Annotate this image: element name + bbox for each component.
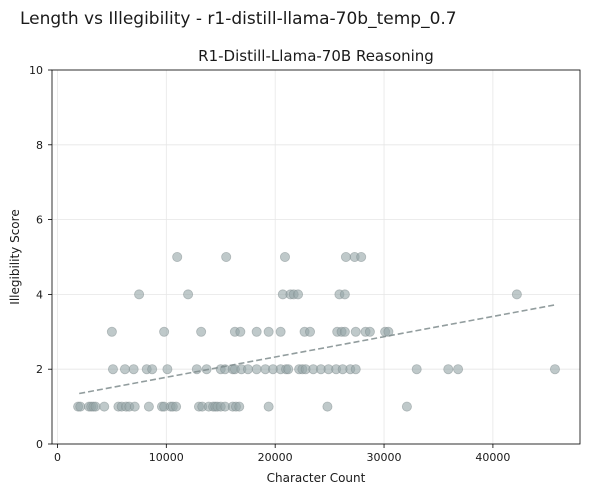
data-point <box>275 326 286 337</box>
data-point <box>128 364 139 375</box>
data-point <box>106 326 117 337</box>
data-point <box>242 364 253 375</box>
plot-frame <box>51 69 581 445</box>
x-tick-label: 0 <box>54 451 61 464</box>
data-point <box>549 364 560 375</box>
chart-title: R1-Distill-Llama-70B Reasoning <box>198 47 434 65</box>
data-point <box>159 326 170 337</box>
x-tick-label: 30000 <box>367 451 402 464</box>
data-point <box>134 289 145 300</box>
data-point <box>171 401 182 412</box>
data-point <box>350 364 361 375</box>
y-tick-label: 2 <box>36 363 43 376</box>
data-point <box>75 401 86 412</box>
data-point <box>235 326 246 337</box>
data-point <box>443 364 454 375</box>
data-point <box>183 289 194 300</box>
data-point <box>322 401 333 412</box>
x-tick-label: 10000 <box>149 451 184 464</box>
data-point <box>511 289 522 300</box>
data-point <box>129 401 140 412</box>
data-point <box>283 364 294 375</box>
data-point <box>293 289 304 300</box>
data-point <box>196 326 207 337</box>
data-point <box>263 401 274 412</box>
data-point <box>339 326 350 337</box>
x-tick-label: 20000 <box>258 451 293 464</box>
data-point <box>107 364 118 375</box>
data-point <box>234 401 245 412</box>
y-tick-label: 8 <box>36 139 43 152</box>
data-point <box>251 326 262 337</box>
data-point <box>143 401 154 412</box>
data-point <box>339 289 350 300</box>
data-point <box>90 401 101 412</box>
data-point <box>340 251 351 262</box>
data-point <box>411 364 422 375</box>
grid-lines <box>52 69 580 445</box>
data-point <box>350 326 361 337</box>
data-point <box>364 326 375 337</box>
data-point <box>191 364 202 375</box>
data-points <box>73 251 560 412</box>
data-point <box>356 251 367 262</box>
data-point <box>305 326 316 337</box>
data-point <box>119 364 130 375</box>
y-axis-label: Illegibility Score <box>8 209 22 304</box>
y-tick-label: 0 <box>36 438 43 451</box>
data-point <box>401 401 412 412</box>
data-point <box>263 326 274 337</box>
y-tick-label: 6 <box>36 214 43 227</box>
y-axis-ticks: 0 2 4 6 8 10 <box>29 64 52 451</box>
y-tick-label: 4 <box>36 288 43 301</box>
trend-line-group <box>79 304 556 395</box>
y-tick-label: 10 <box>29 64 43 77</box>
data-point <box>221 251 232 262</box>
data-point <box>147 364 158 375</box>
data-point <box>279 251 290 262</box>
data-point <box>383 326 394 337</box>
data-point <box>251 364 262 375</box>
data-point <box>162 364 173 375</box>
data-point <box>172 251 183 262</box>
x-tick-label: 40000 <box>475 451 510 464</box>
data-point <box>99 401 110 412</box>
x-axis-label: Character Count <box>267 471 366 485</box>
trend-line <box>79 304 556 395</box>
figure-suptitle: Length vs Illegibility - r1-distill-llam… <box>20 9 457 29</box>
data-point <box>453 364 464 375</box>
x-axis-ticks: 0 10000 20000 30000 40000 <box>54 444 510 464</box>
